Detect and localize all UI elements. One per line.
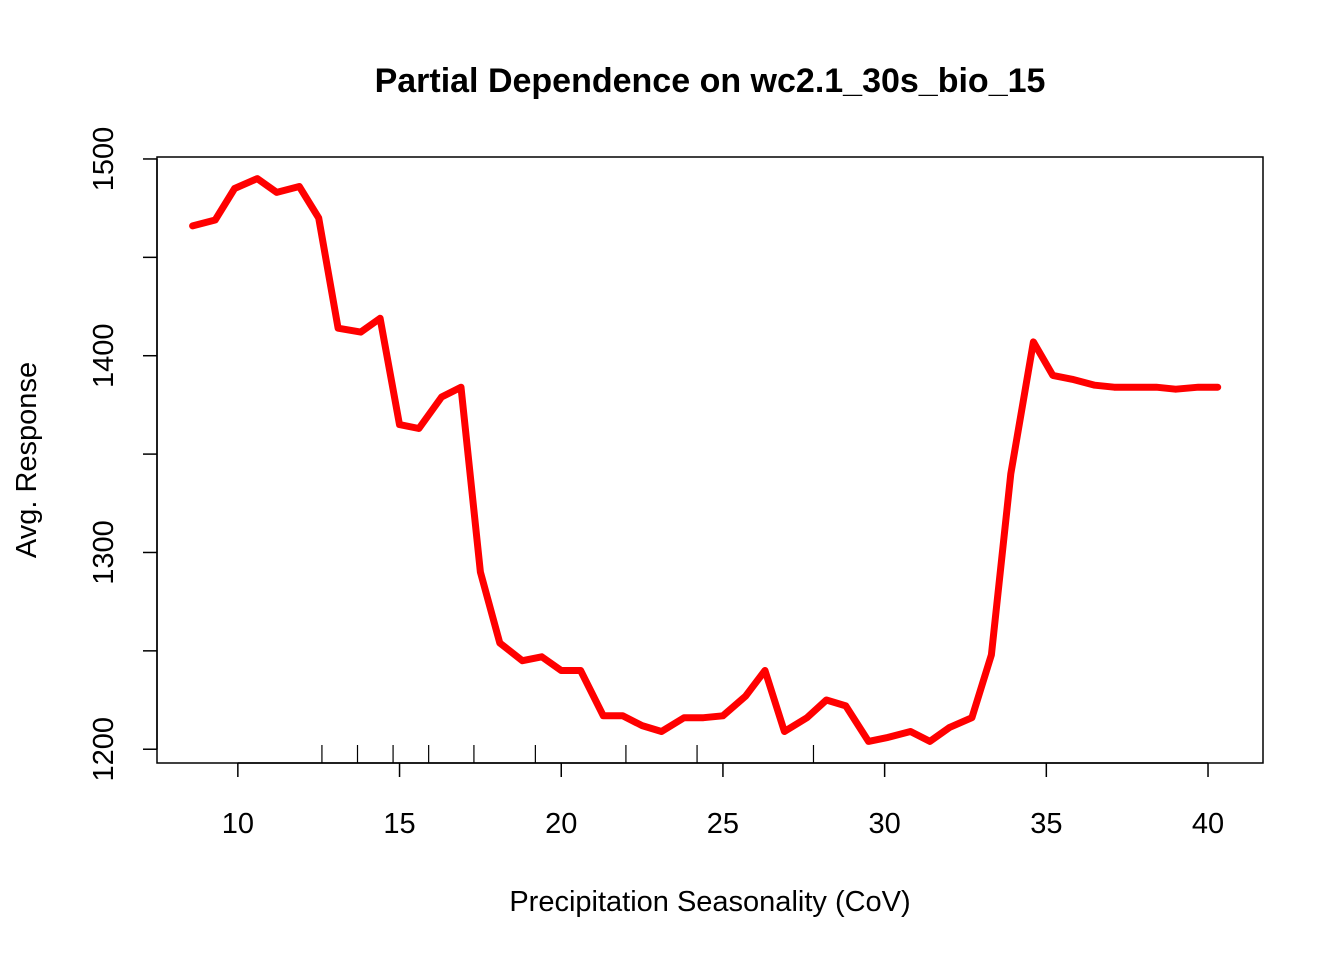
y-tick-label: 1200: [88, 717, 120, 782]
x-tick-label: 30: [868, 808, 900, 840]
x-axis-label: Precipitation Seasonality (CoV): [509, 886, 910, 918]
y-tick-label: 1400: [88, 323, 120, 388]
y-tick-label: 1300: [88, 520, 120, 585]
rug-marks: [321, 745, 815, 763]
x-tick-label: 10: [222, 808, 254, 840]
chart-title: Partial Dependence on wc2.1_30s_bio_15: [375, 62, 1046, 100]
y-tick-label: 1500: [88, 127, 120, 192]
x-tick-label: 25: [707, 808, 739, 840]
y-axis-label: Avg. Response: [11, 362, 43, 558]
x-tick-label: 35: [1030, 808, 1062, 840]
x-tick-label: 15: [383, 808, 415, 840]
x-axis: 10 15 20 25 30 35 40: [222, 762, 1224, 840]
x-tick-label: 40: [1192, 808, 1224, 840]
x-tick-label: 20: [545, 808, 577, 840]
y-axis: 1200 1300 1400 1500: [88, 127, 158, 782]
response-line: [189, 175, 1222, 745]
